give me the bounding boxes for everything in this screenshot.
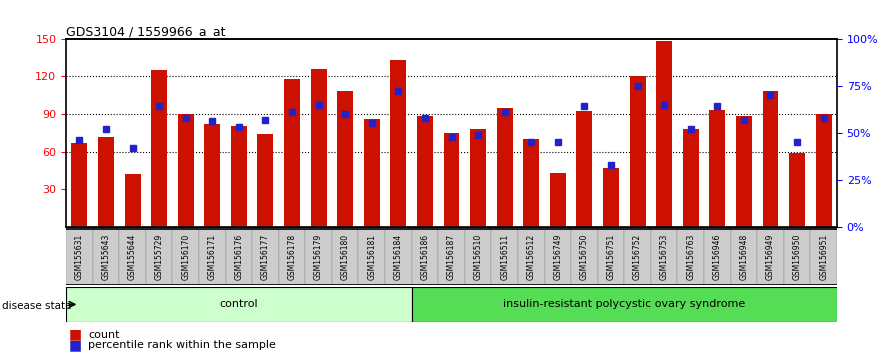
Text: GSM156753: GSM156753 [660,234,669,280]
FancyBboxPatch shape [119,229,146,285]
FancyBboxPatch shape [597,229,625,285]
Bar [816,114,832,227]
FancyBboxPatch shape [332,229,359,285]
FancyBboxPatch shape [544,229,571,285]
Bar [390,60,406,227]
Text: control: control [219,299,258,309]
Text: GSM156763: GSM156763 [686,234,695,280]
FancyBboxPatch shape [411,229,438,285]
Text: GSM156176: GSM156176 [234,234,243,280]
Text: GSM155631: GSM155631 [75,234,84,280]
Text: GSM156177: GSM156177 [261,234,270,280]
Text: GSM155643: GSM155643 [101,234,110,280]
FancyBboxPatch shape [93,229,119,285]
Text: GSM156180: GSM156180 [341,234,350,280]
Bar [98,137,114,227]
Bar [523,139,539,227]
Bar [656,41,672,227]
Bar [337,91,353,227]
Bar [709,110,725,227]
FancyBboxPatch shape [784,229,811,285]
FancyBboxPatch shape [465,229,492,285]
Bar [231,126,247,227]
Text: insulin-resistant polycystic ovary syndrome: insulin-resistant polycystic ovary syndr… [503,299,745,309]
Text: GSM156946: GSM156946 [713,234,722,280]
Text: GSM155729: GSM155729 [154,234,164,280]
Text: ■: ■ [69,327,82,342]
Text: GSM155644: GSM155644 [128,234,137,280]
FancyBboxPatch shape [730,229,757,285]
Bar [311,69,327,227]
Bar [603,168,619,227]
Bar [789,153,805,227]
FancyBboxPatch shape [492,229,518,285]
Text: GSM156187: GSM156187 [447,234,456,280]
FancyBboxPatch shape [66,287,411,322]
Text: GSM156512: GSM156512 [527,234,536,280]
Bar [630,76,646,227]
Text: GSM156948: GSM156948 [739,234,749,280]
Text: GSM156750: GSM156750 [580,234,589,280]
FancyBboxPatch shape [757,229,784,285]
FancyBboxPatch shape [199,229,226,285]
FancyBboxPatch shape [625,229,651,285]
FancyBboxPatch shape [385,229,411,285]
Bar [763,91,779,227]
Bar [736,116,751,227]
FancyBboxPatch shape [252,229,278,285]
FancyBboxPatch shape [571,229,597,285]
Bar [178,114,194,227]
FancyBboxPatch shape [359,229,385,285]
FancyBboxPatch shape [438,229,465,285]
Text: GSM156178: GSM156178 [287,234,297,280]
Text: GSM156751: GSM156751 [606,234,616,280]
Bar [576,112,592,227]
FancyBboxPatch shape [306,229,332,285]
Bar [124,174,140,227]
FancyBboxPatch shape [811,229,837,285]
Text: GSM156186: GSM156186 [420,234,429,280]
Text: GSM156184: GSM156184 [394,234,403,280]
FancyBboxPatch shape [66,229,93,285]
Bar [470,129,486,227]
Text: disease state: disease state [2,301,71,311]
Text: GSM156511: GSM156511 [500,234,509,280]
FancyBboxPatch shape [704,229,730,285]
Text: GSM156752: GSM156752 [633,234,642,280]
Bar [284,79,300,227]
Bar [152,70,167,227]
FancyBboxPatch shape [226,229,252,285]
FancyBboxPatch shape [651,229,677,285]
Text: GSM156951: GSM156951 [819,234,828,280]
FancyBboxPatch shape [278,229,306,285]
FancyBboxPatch shape [146,229,173,285]
Bar [497,108,513,227]
Bar [550,173,566,227]
Bar [204,124,220,227]
Text: GSM156950: GSM156950 [793,234,802,280]
Text: GSM156749: GSM156749 [553,234,562,280]
Text: ■: ■ [69,338,82,352]
FancyBboxPatch shape [677,229,704,285]
FancyBboxPatch shape [518,229,544,285]
Text: GDS3104 / 1559966_a_at: GDS3104 / 1559966_a_at [66,25,226,38]
Bar [257,134,273,227]
FancyBboxPatch shape [173,229,199,285]
Bar [417,116,433,227]
Text: GSM156170: GSM156170 [181,234,190,280]
Text: GSM156510: GSM156510 [474,234,483,280]
Bar [683,129,699,227]
Bar [443,133,460,227]
Text: GSM156179: GSM156179 [315,234,323,280]
FancyBboxPatch shape [411,287,837,322]
Text: percentile rank within the sample: percentile rank within the sample [88,340,276,350]
Text: GSM156181: GSM156181 [367,234,376,280]
Text: count: count [88,330,120,339]
Text: GSM156949: GSM156949 [766,234,775,280]
Bar [364,119,380,227]
Text: GSM156171: GSM156171 [208,234,217,280]
Bar [71,143,87,227]
